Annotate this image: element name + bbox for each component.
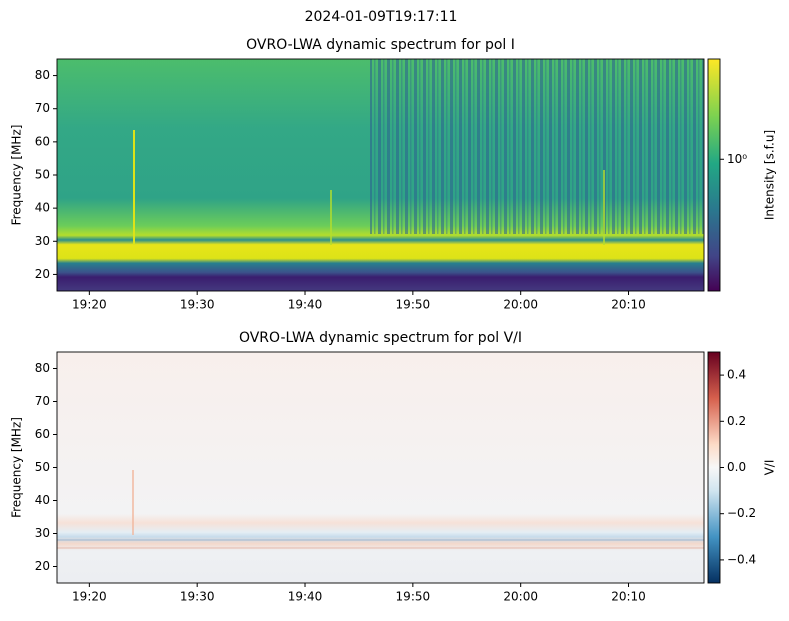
- colorbar-2: [708, 352, 720, 583]
- y-tick-label: 70: [35, 394, 50, 408]
- colorbar-tick-label: −0.2: [727, 506, 756, 520]
- y-axis-label: Frequency [MHz]: [10, 125, 24, 226]
- colorbar-label: Intensity [s.f.u]: [763, 130, 777, 220]
- y-tick-label: 80: [35, 68, 50, 82]
- y-tick-label: 40: [35, 201, 50, 215]
- y-tick-label: 50: [35, 168, 50, 182]
- colorbar-label: V/I: [763, 460, 777, 476]
- x-tick-label: 19:20: [72, 298, 107, 312]
- x-tick-label: 19:30: [180, 590, 215, 604]
- x-tick-label: 19:20: [72, 590, 107, 604]
- y-tick-label: 50: [35, 460, 50, 474]
- x-tick-label: 19:40: [288, 590, 323, 604]
- y-tick-label: 30: [35, 526, 50, 540]
- colorbar-tick-label: 0.0: [727, 460, 746, 474]
- y-tick-label: 60: [35, 427, 50, 441]
- x-tick-label: 19:40: [288, 298, 323, 312]
- colorbar-tick-label: 0.2: [727, 414, 746, 428]
- y-tick-label: 80: [35, 361, 50, 375]
- colorbar-1: [708, 59, 720, 291]
- suptitle: 2024-01-09T19:17:11: [305, 9, 458, 25]
- panel-title: OVRO-LWA dynamic spectrum for pol I: [246, 37, 515, 53]
- x-tick-label: 20:10: [611, 298, 646, 312]
- x-tick-label: 19:50: [396, 590, 431, 604]
- x-tick-label: 19:30: [180, 298, 215, 312]
- colorbar-tick-label: 0.4: [727, 368, 746, 382]
- y-axis-label: Frequency [MHz]: [10, 417, 24, 518]
- colorbar-tick-label: −0.4: [727, 552, 756, 566]
- y-tick-label: 20: [35, 267, 50, 281]
- panel-title: OVRO-LWA dynamic spectrum for pol V/I: [239, 330, 522, 346]
- x-tick-label: 20:00: [503, 590, 538, 604]
- y-tick-label: 30: [35, 234, 50, 248]
- colorbar-frame: [707, 58, 721, 292]
- panel-1-image: [57, 59, 704, 291]
- x-tick-label: 20:10: [611, 590, 646, 604]
- y-tick-label: 60: [35, 134, 50, 148]
- colorbar-tick-label: 10⁰: [727, 152, 747, 166]
- x-tick-label: 19:50: [396, 298, 431, 312]
- x-tick-label: 20:00: [503, 298, 538, 312]
- y-tick-label: 20: [35, 559, 50, 573]
- y-tick-label: 40: [35, 493, 50, 507]
- panel-2-image: [57, 352, 704, 583]
- y-tick-label: 70: [35, 101, 50, 115]
